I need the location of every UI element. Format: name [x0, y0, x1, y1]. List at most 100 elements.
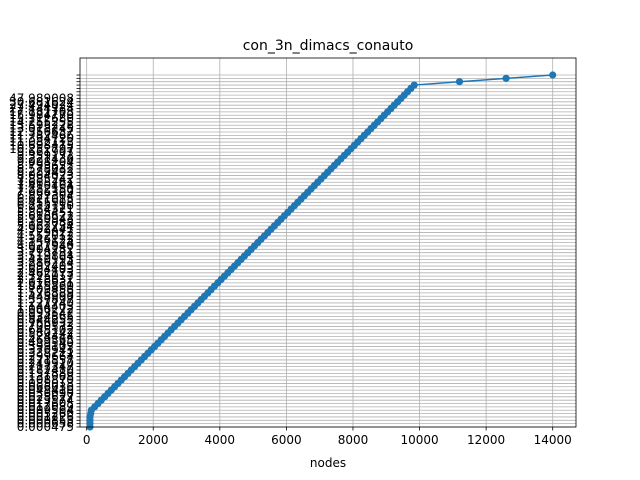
x-axis-label: nodes [310, 456, 346, 470]
y-tick-label: 0.009564 [17, 403, 74, 417]
data-point [455, 78, 464, 86]
y-tick-label: 0.844255 [17, 313, 74, 327]
y-tick-label: 0.048410 [17, 383, 74, 397]
y-tick-label: 11.334720 [9, 132, 74, 146]
y-tick-label: 4.022940 [17, 239, 74, 253]
y-tick-label: 0.012089 [17, 400, 74, 414]
x-tick-label: 10000 [400, 433, 438, 447]
y-tick-label: 8.283493 [17, 165, 74, 179]
y-tick-label: 6.827304 [17, 189, 74, 203]
y-tick-label: 0.271557 [17, 353, 74, 367]
series-nodes [86, 71, 557, 431]
plot-frame [79, 57, 577, 428]
y-tick-label: 9.661907 [17, 145, 74, 159]
y-tick-label: 0.766932 [17, 316, 74, 330]
y-tick-label: 0.028627 [17, 390, 74, 404]
y-tick-label: 15.112680 [9, 112, 74, 126]
y-tick-label: 0.645102 [17, 323, 74, 337]
y-tick-label: 4.902441 [17, 222, 74, 236]
y-tick-label: 9.008104 [17, 155, 74, 169]
y-tick-label: 0.023574 [17, 393, 74, 407]
y-tick-label: 1.222740 [17, 296, 74, 310]
y-tick-label: 0.157880 [17, 366, 74, 380]
y-tick-label: 0.299664 [17, 350, 74, 364]
y-tick-label: 2.178632 [17, 272, 74, 286]
y-tick-label: 5.380943 [17, 212, 74, 226]
y-tick-label: 15.984770 [9, 108, 74, 122]
y-tick-label: 0.182410 [17, 363, 74, 377]
y-tick-label: 4.157624 [17, 236, 74, 250]
y-tick-label: 2.325017 [17, 269, 74, 283]
chart-title: con_3n_dimacs_conauto [243, 38, 414, 54]
y-tick-label: 3.718731 [17, 246, 74, 260]
y-tick-label: 5.062734 [17, 219, 74, 233]
y-tick-label: 1.144403 [17, 299, 74, 313]
y-tick-label: 8.793622 [17, 159, 74, 173]
y-tick-label: 12.356637 [9, 125, 74, 139]
y-tick-label: 0.000853 [17, 413, 74, 427]
y-tick-label: 0.085013 [17, 376, 74, 390]
y-tick-label: 0.469365 [17, 333, 74, 347]
y-tick-label: 10.698475 [9, 138, 74, 152]
y-tick-label: 5.984321 [17, 202, 74, 216]
y-tick-label: 6.455908 [17, 195, 74, 209]
y-tick-label: 0.217347 [17, 360, 74, 374]
x-axis: 0 2000 4000 6000 8000 10000 12000 14000 [83, 427, 572, 447]
y-tick-label: 6.215110 [17, 199, 74, 213]
y-tick-label: 8.064023 [17, 169, 74, 183]
y-tick-label: 0.036090 [17, 386, 74, 400]
y-tick-label: 1.875860 [17, 279, 74, 293]
y-tick-label: 0.000475 [17, 420, 74, 434]
y-tick-label: 0.000658 [17, 417, 74, 431]
y-tick-label: 7.282150 [17, 182, 74, 196]
y-tick-label: 4.729022 [17, 226, 74, 240]
y-tick-label: 17.181708 [9, 105, 74, 119]
x-tick-label: 8000 [338, 433, 369, 447]
y-tick-label: 11.782466 [9, 128, 74, 142]
y-tick-label: 0.249910 [17, 356, 74, 370]
grid [80, 58, 576, 428]
y-tick-label: 5.192088 [17, 216, 74, 230]
y-tick-label: 0.370943 [17, 343, 74, 357]
x-tick-label: 14000 [534, 433, 572, 447]
y-tick-label: 47.989008 [9, 91, 74, 105]
y-tick-label: 7.885242 [17, 172, 74, 186]
y-tick-label: 5.616622 [17, 209, 74, 223]
y-tick-label: 1.576889 [17, 286, 74, 300]
y-tick-label: 7.066309 [17, 185, 74, 199]
y-tick-label: 2.016931 [17, 276, 74, 290]
y-tick-label: 5.805451 [17, 205, 74, 219]
y-tick-label: 3.092403 [17, 259, 74, 273]
y-tick-label: 14.255255 [9, 115, 74, 129]
y-tick-label: 0.700573 [17, 319, 74, 333]
y-tick-label: 2.604403 [17, 262, 74, 276]
y-tick-label: 6.621015 [17, 192, 74, 206]
data-point [410, 81, 418, 89]
y-tick-label: 0.993542 [17, 306, 74, 320]
y-tick-label: 7.410464 [17, 179, 74, 193]
y-tick-label: 3.286214 [17, 256, 74, 270]
x-tick-label: 4000 [205, 433, 236, 447]
x-tick-label: 2000 [138, 433, 169, 447]
y-tick-label: 4.346123 [17, 232, 74, 246]
y-tick-label: 0.338211 [17, 346, 74, 360]
y-tick-label: 1.066272 [17, 303, 74, 317]
y-tick-label: 0.439540 [17, 336, 74, 350]
y-tick-label: 0.001226 [17, 410, 74, 424]
y-tick-label: 1.448990 [17, 289, 74, 303]
y-tick-label: 4.552012 [17, 229, 74, 243]
y-tick-label: 0.131908 [17, 370, 74, 384]
y-tick-label: 13.018245 [9, 122, 74, 136]
x-tick-label: 12000 [467, 433, 505, 447]
y-tick-label: 0.066030 [17, 380, 74, 394]
y-tick-label: 22.444724 [9, 102, 74, 116]
x-tick-label: 0 [83, 433, 91, 447]
y-axis: 0.0004750.0006580.0008530.0012260.005260… [9, 74, 80, 434]
y-tick-label: 2.462173 [17, 266, 74, 280]
y-tick-label: 7.665761 [17, 175, 74, 189]
series-line [89, 74, 553, 427]
y-tick-label: 10.252797 [9, 142, 74, 156]
y-tick-label: 0.108870 [17, 373, 74, 387]
y-tick-label: 0.524444 [17, 329, 74, 343]
y-tick-label: 3.519804 [17, 249, 74, 263]
